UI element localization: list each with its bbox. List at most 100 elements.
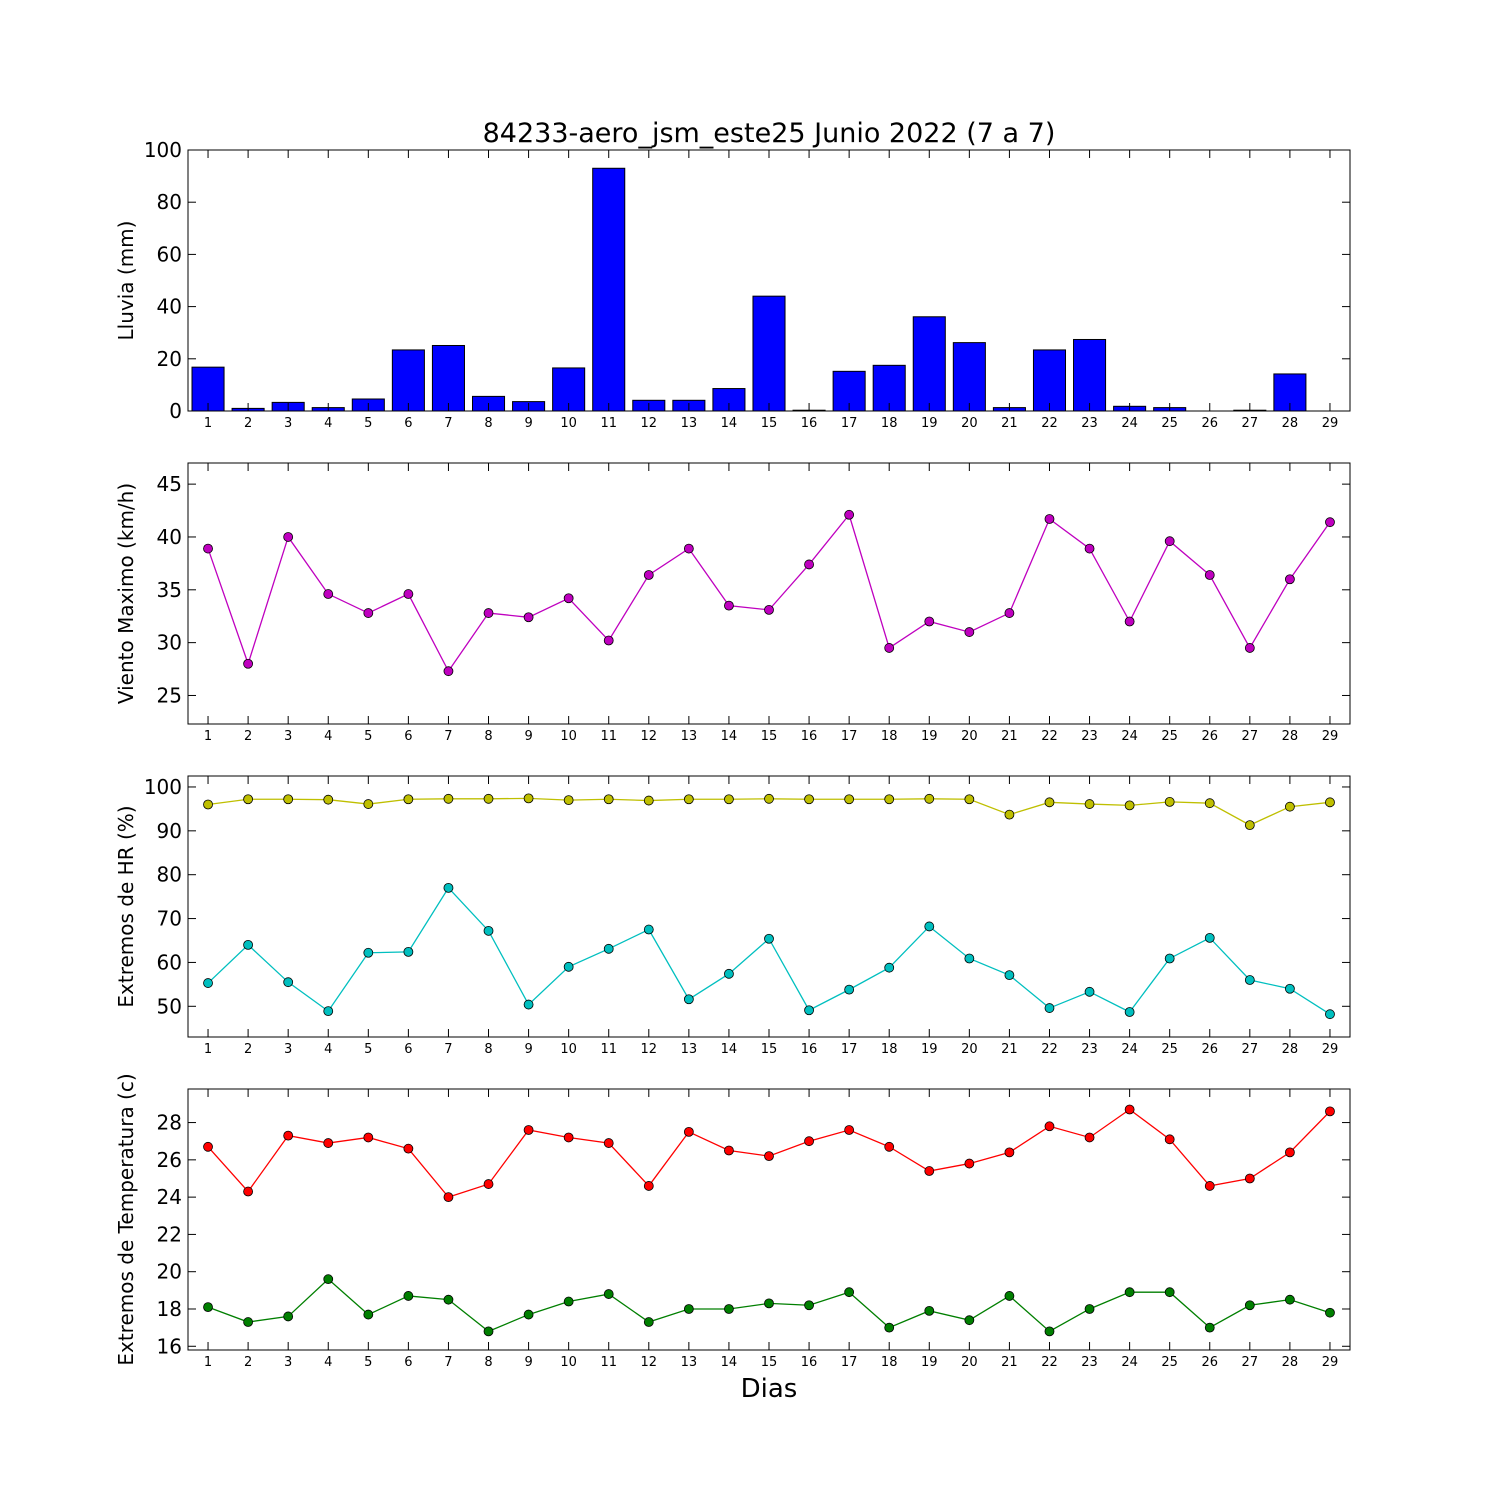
humidity-point-1-day-2: [243, 939, 254, 950]
humidity-point-1-day-10: [563, 961, 574, 972]
x-tick-label: 16: [801, 1042, 818, 1057]
temperature-point-0-day-9: [523, 1125, 534, 1135]
humidity-series-line-1: [207, 886, 1331, 1015]
humidity-point-1-day-12: [643, 924, 654, 935]
x-tick-label: 25: [1161, 1042, 1178, 1057]
temperature-point-1-day-20: [964, 1315, 975, 1326]
x-tick-label: 15: [761, 416, 778, 431]
temperature-point-1-day-18: [884, 1322, 895, 1333]
y-tick-label: 22: [157, 1222, 182, 1246]
wind-point-0-day-21: [1004, 608, 1015, 618]
x-tick-label: 10: [560, 416, 577, 431]
y-tick-label: 18: [157, 1297, 182, 1321]
y-tick-label: 20: [157, 347, 182, 371]
wind-point-0-day-12: [643, 570, 654, 580]
humidity-point-0-day-24: [1124, 800, 1135, 811]
x-tick-label: 21: [1001, 1355, 1018, 1370]
temperature-point-0-day-19: [924, 1166, 935, 1176]
wind-y-axis-label: Viento Maximo (km/h): [114, 483, 138, 704]
y-tick-label: 80: [157, 863, 182, 887]
wind-point-0-day-14: [724, 600, 734, 611]
y-tick-label: 25: [157, 683, 182, 707]
humidity-point-0-day-25: [1164, 796, 1175, 807]
temperature-point-0-day-2: [243, 1186, 254, 1197]
temperature-point-0-day-28: [1284, 1147, 1295, 1158]
temperature-point-1-day-22: [1044, 1326, 1055, 1337]
temperature-point-0-day-29: [1325, 1106, 1335, 1117]
x-tick-label: 24: [1121, 729, 1138, 744]
temperature-point-1-day-27: [1244, 1300, 1255, 1311]
humidity-point-0-day-16: [804, 794, 814, 805]
y-tick-label: 80: [157, 190, 182, 214]
x-tick-label: 21: [1001, 416, 1018, 431]
humidity-point-1-day-19: [924, 921, 935, 932]
temperature-point-1-day-12: [643, 1317, 654, 1327]
temperature-point-1-day-13: [683, 1304, 694, 1314]
x-tick-label: 17: [841, 1355, 858, 1370]
y-tick-label: 60: [157, 950, 182, 974]
x-tick-label: 6: [404, 416, 412, 431]
temperature-point-0-day-18: [884, 1141, 895, 1152]
humidity-point-1-day-9: [523, 999, 534, 1010]
temperature-point-0-day-13: [683, 1126, 694, 1137]
x-tick-label: 5: [364, 1042, 372, 1057]
humidity-point-1-day-8: [483, 925, 494, 936]
humidity-point-0-day-11: [603, 794, 614, 805]
x-tick-label: 19: [921, 416, 938, 431]
humidity-point-1-day-15: [764, 933, 774, 944]
x-tick-label: 9: [524, 1355, 532, 1370]
humidity-point-1-day-5: [363, 947, 374, 958]
y-tick-label: 60: [157, 242, 182, 266]
x-tick-label: 16: [801, 416, 818, 431]
x-tick-label: 4: [324, 729, 332, 744]
temperature-point-0-day-16: [804, 1136, 814, 1147]
humidity-point-0-day-20: [964, 794, 975, 805]
x-tick-label: 10: [560, 729, 577, 744]
x-tick-label: 12: [641, 1355, 658, 1370]
x-tick-label: 22: [1041, 1042, 1058, 1057]
y-tick-label: 20: [157, 1260, 182, 1284]
x-tick-label: 8: [484, 416, 492, 431]
temperature-point-0-day-23: [1084, 1132, 1095, 1143]
wind-point-0-day-9: [523, 612, 534, 623]
humidity-point-1-day-21: [1004, 970, 1015, 981]
temperature-point-0-day-6: [403, 1143, 414, 1154]
x-tick-label: 14: [721, 1042, 738, 1057]
x-tick-label: 6: [404, 1042, 412, 1057]
x-tick-label: 26: [1201, 729, 1218, 744]
humidity-point-0-day-5: [363, 799, 374, 809]
temperature-point-0-day-7: [443, 1192, 454, 1203]
x-tick-label: 28: [1282, 1355, 1299, 1370]
x-tick-label: 4: [324, 416, 332, 431]
x-tick-label: 12: [641, 1042, 658, 1057]
x-tick-label: 13: [681, 416, 698, 431]
humidity-point-0-day-28: [1284, 801, 1295, 812]
humidity-point-0-day-19: [924, 793, 935, 804]
temperature-point-1-day-2: [243, 1317, 254, 1327]
x-tick-label: 6: [404, 729, 412, 744]
humidity-point-0-day-9: [523, 793, 534, 804]
temperature-point-1-day-16: [804, 1300, 814, 1311]
wind-point-0-day-16: [804, 559, 814, 570]
y-tick-label: 28: [157, 1111, 182, 1135]
x-tick-label: 7: [444, 1355, 452, 1370]
x-tick-label: 21: [1001, 729, 1018, 744]
humidity-point-1-day-1: [203, 978, 213, 988]
x-tick-label: 20: [961, 416, 978, 431]
x-tick-label: 15: [761, 1355, 778, 1370]
temperature-point-1-day-29: [1325, 1307, 1335, 1318]
temperature-point-1-day-4: [323, 1274, 334, 1285]
x-tick-label: 8: [484, 1355, 492, 1370]
y-tick-label: 45: [157, 472, 182, 496]
humidity-point-1-day-4: [323, 1006, 334, 1017]
x-tick-label: 3: [284, 729, 292, 744]
x-tick-label: 26: [1201, 1042, 1218, 1057]
humidity-point-1-day-18: [884, 962, 895, 973]
humidity-point-0-day-29: [1325, 797, 1335, 808]
x-tick-label: 2: [244, 1355, 252, 1370]
x-tick-label: 15: [761, 729, 778, 744]
temperature-point-0-day-20: [964, 1158, 975, 1169]
x-tick-label: 16: [801, 1355, 818, 1370]
